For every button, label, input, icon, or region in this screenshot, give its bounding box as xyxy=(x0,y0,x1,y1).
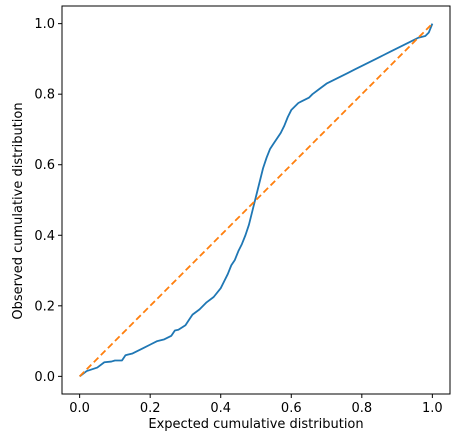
x-tick-label: 0.0 xyxy=(69,401,90,416)
x-axis-ticks: 0.0 0.2 0.4 0.6 0.8 1.0 xyxy=(69,394,443,416)
x-tick-label: 0.2 xyxy=(140,401,161,416)
x-axis-label: Expected cumulative distribution xyxy=(148,417,363,432)
axes-frame xyxy=(61,5,451,395)
y-axis-label: Observed cumulative distribution xyxy=(11,102,26,319)
y-tick-label: 1.0 xyxy=(34,17,55,32)
series-line-2 xyxy=(79,23,433,377)
y-tick-label: 0.8 xyxy=(34,88,55,103)
x-tick-label: 0.4 xyxy=(210,401,231,416)
x-tick-label: 0.6 xyxy=(281,401,302,416)
x-tick-label: 1.0 xyxy=(422,401,443,416)
y-tick-label: 0.6 xyxy=(34,158,55,173)
y-tick-label: 0.0 xyxy=(34,370,55,385)
y-tick-label: 0.4 xyxy=(34,229,55,244)
y-tick-label: 0.2 xyxy=(34,299,55,314)
series-line-1 xyxy=(79,23,434,378)
plot-area xyxy=(61,5,451,395)
y-axis-ticks: 0.0 0.2 0.4 0.6 0.8 1.0 xyxy=(34,17,62,385)
x-tick-label: 0.8 xyxy=(351,401,372,416)
